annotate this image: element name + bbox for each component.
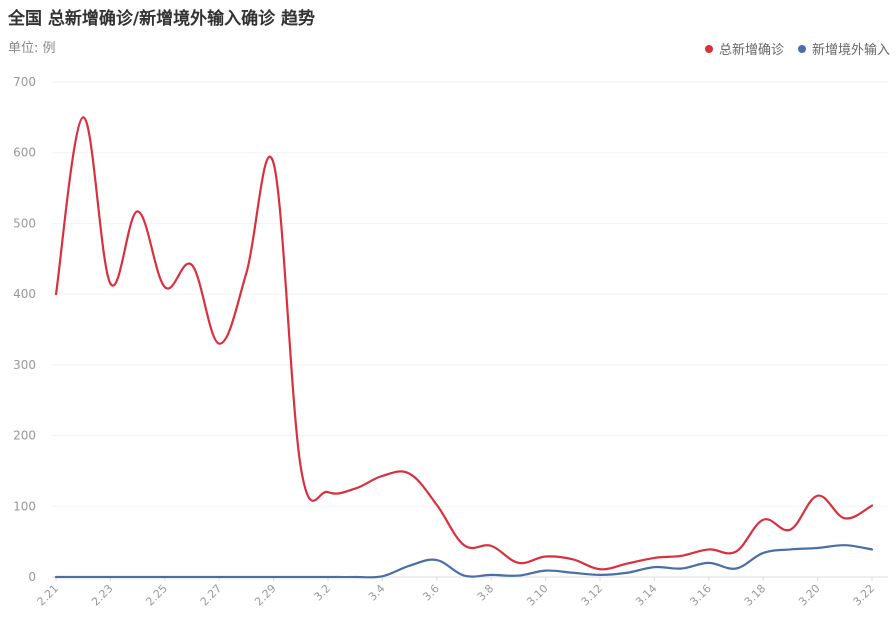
x-tick-label: 3.10 bbox=[524, 582, 551, 609]
y-tick-label: 400 bbox=[13, 287, 36, 301]
x-tick-label: 3.22 bbox=[851, 582, 878, 609]
x-tick-label: 3.14 bbox=[633, 582, 660, 609]
x-tick-label: 3.2 bbox=[312, 582, 334, 604]
legend-item-total[interactable]: 总新增确诊 bbox=[704, 39, 784, 58]
x-tick-label: 2.25 bbox=[143, 582, 170, 609]
series-lines bbox=[54, 116, 874, 579]
x-tick-label: 3.6 bbox=[420, 582, 442, 604]
y-tick-label: 600 bbox=[13, 146, 36, 160]
x-tick-label: 3.4 bbox=[366, 582, 388, 604]
y-tick-label: 200 bbox=[13, 429, 36, 443]
x-tick-label: 3.18 bbox=[742, 582, 769, 609]
x-tick-label: 2.21 bbox=[35, 582, 62, 609]
grid-lines bbox=[52, 81, 888, 578]
y-tick-label: 100 bbox=[13, 499, 36, 513]
chart-title: 全国 总新增确诊/新增境外输入确诊 趋势 bbox=[8, 9, 316, 29]
legend-label-total: 总新增确诊 bbox=[718, 43, 784, 58]
legend-item-imported[interactable]: 新增境外输入 bbox=[797, 39, 890, 58]
y-axis: 0 100 200 300 400 500 600 700 bbox=[13, 75, 36, 584]
legend: 总新增确诊 新增境外输入 bbox=[704, 39, 890, 58]
x-tick-label: 3.12 bbox=[579, 582, 606, 609]
x-tick-label: 3.8 bbox=[475, 582, 497, 604]
x-tick-label: 3.16 bbox=[687, 582, 714, 609]
x-tick-label: 2.23 bbox=[89, 582, 116, 609]
x-tick-label: 2.27 bbox=[198, 582, 225, 609]
legend-label-imported: 新增境外输入 bbox=[811, 43, 890, 58]
y-tick-label: 500 bbox=[13, 216, 36, 230]
y-tick-label: 300 bbox=[13, 358, 36, 372]
y-tick-label: 700 bbox=[13, 75, 36, 89]
series-line-total[interactable] bbox=[54, 116, 874, 571]
x-tick-label: 3.20 bbox=[796, 582, 823, 609]
x-axis: 2.21 2.23 2.25 2.27 2.29 3.2 3.4 3.6 3.8 3.10 3.12… bbox=[35, 577, 878, 609]
unit-label: 单位: 例 bbox=[8, 41, 56, 56]
x-tick-label: 2.29 bbox=[252, 582, 279, 609]
series-line-imported[interactable] bbox=[54, 544, 874, 579]
legend-dot-imported bbox=[797, 44, 806, 53]
y-tick-label: 0 bbox=[28, 570, 36, 584]
legend-dot-total bbox=[704, 44, 713, 53]
